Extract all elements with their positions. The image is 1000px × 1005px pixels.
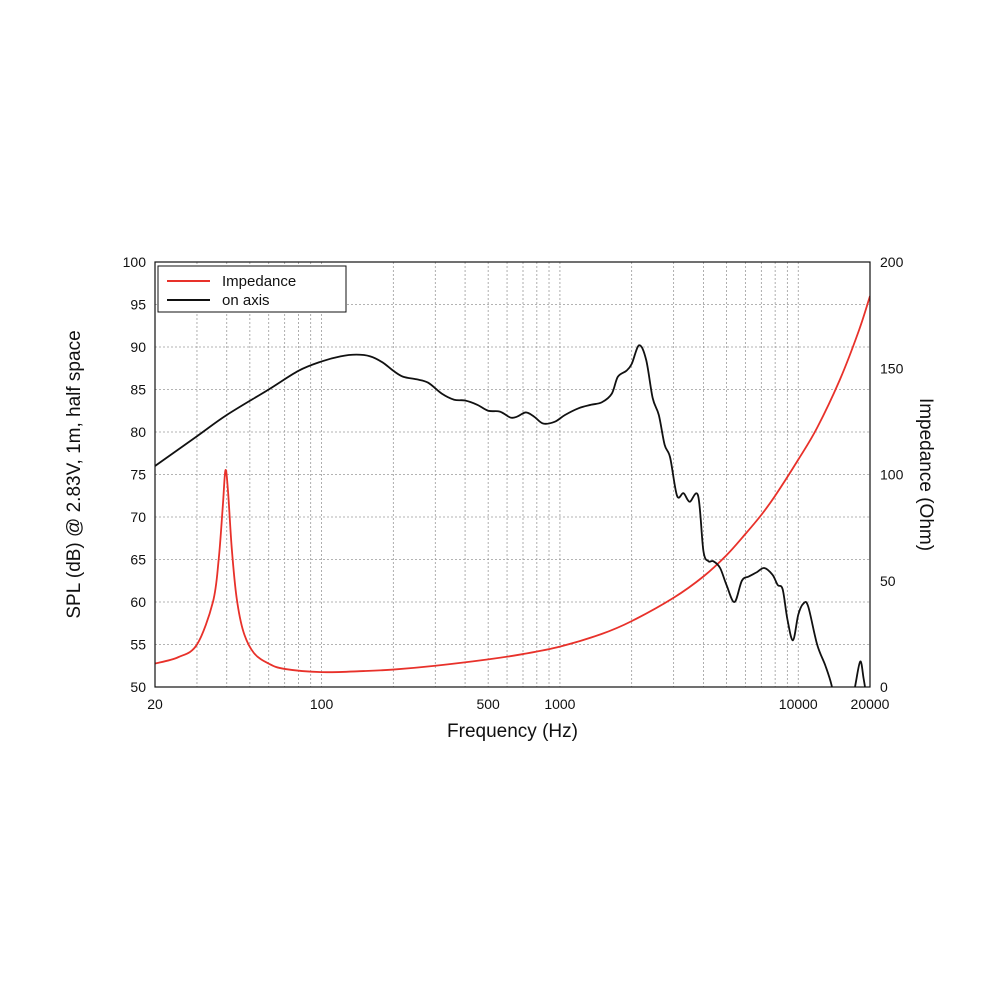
y-right-tick-label: 100 xyxy=(880,467,904,483)
plot-frame xyxy=(154,261,871,688)
legend-box xyxy=(157,265,347,313)
y-left-tick-label: 50 xyxy=(130,679,146,695)
series-line-on-axis xyxy=(155,344,866,687)
x-tick-label: 10000 xyxy=(779,696,818,712)
y-left-tick-label: 65 xyxy=(130,552,146,568)
y-left-tick-label: 100 xyxy=(123,254,147,270)
y-left-tick-label: 90 xyxy=(130,339,146,355)
y-left-tick-label: 95 xyxy=(130,297,146,313)
y-left-tick-label: 80 xyxy=(130,424,146,440)
y-right-tick-label: 200 xyxy=(880,254,904,270)
y-right-axis-title: Impedance (Ohm) xyxy=(915,398,936,551)
x-tick-label: 100 xyxy=(310,696,334,712)
y-left-tick-label: 85 xyxy=(130,382,146,398)
y-left-axis-title: SPL (dB) @ 2.83V, 1m, half space xyxy=(64,330,85,618)
series-layer xyxy=(155,295,870,687)
y-left-tick-label: 60 xyxy=(130,594,146,610)
y-right-tick-label: 0 xyxy=(880,679,888,695)
y-left-tick-label: 75 xyxy=(130,467,146,483)
y-left-axis-ticks: 50 55 60 65 70 75 80 85 90 95 100 xyxy=(123,254,147,695)
x-axis-title: Frequency (Hz) xyxy=(447,721,578,742)
legend-label-on-axis: on axis xyxy=(222,292,270,309)
y-right-tick-label: 50 xyxy=(880,573,896,589)
x-tick-label: 1000 xyxy=(544,696,575,712)
x-tick-label: 20000 xyxy=(851,696,890,712)
y-left-tick-label: 55 xyxy=(130,637,146,653)
series-line-impedance xyxy=(155,295,870,674)
y-left-tick-label: 70 xyxy=(130,509,146,525)
grid xyxy=(155,262,870,687)
x-tick-label: 500 xyxy=(476,696,500,712)
legend-label-impedance: Impedance xyxy=(222,273,296,290)
x-tick-label: 20 xyxy=(147,696,163,712)
legend: Impedance on axis xyxy=(157,265,347,313)
y-right-axis-ticks: 0 50 100 150 200 xyxy=(880,254,904,695)
x-axis-ticks: 20 100 500 1000 10000 20000 xyxy=(147,696,889,712)
y-right-tick-label: 150 xyxy=(880,360,904,376)
